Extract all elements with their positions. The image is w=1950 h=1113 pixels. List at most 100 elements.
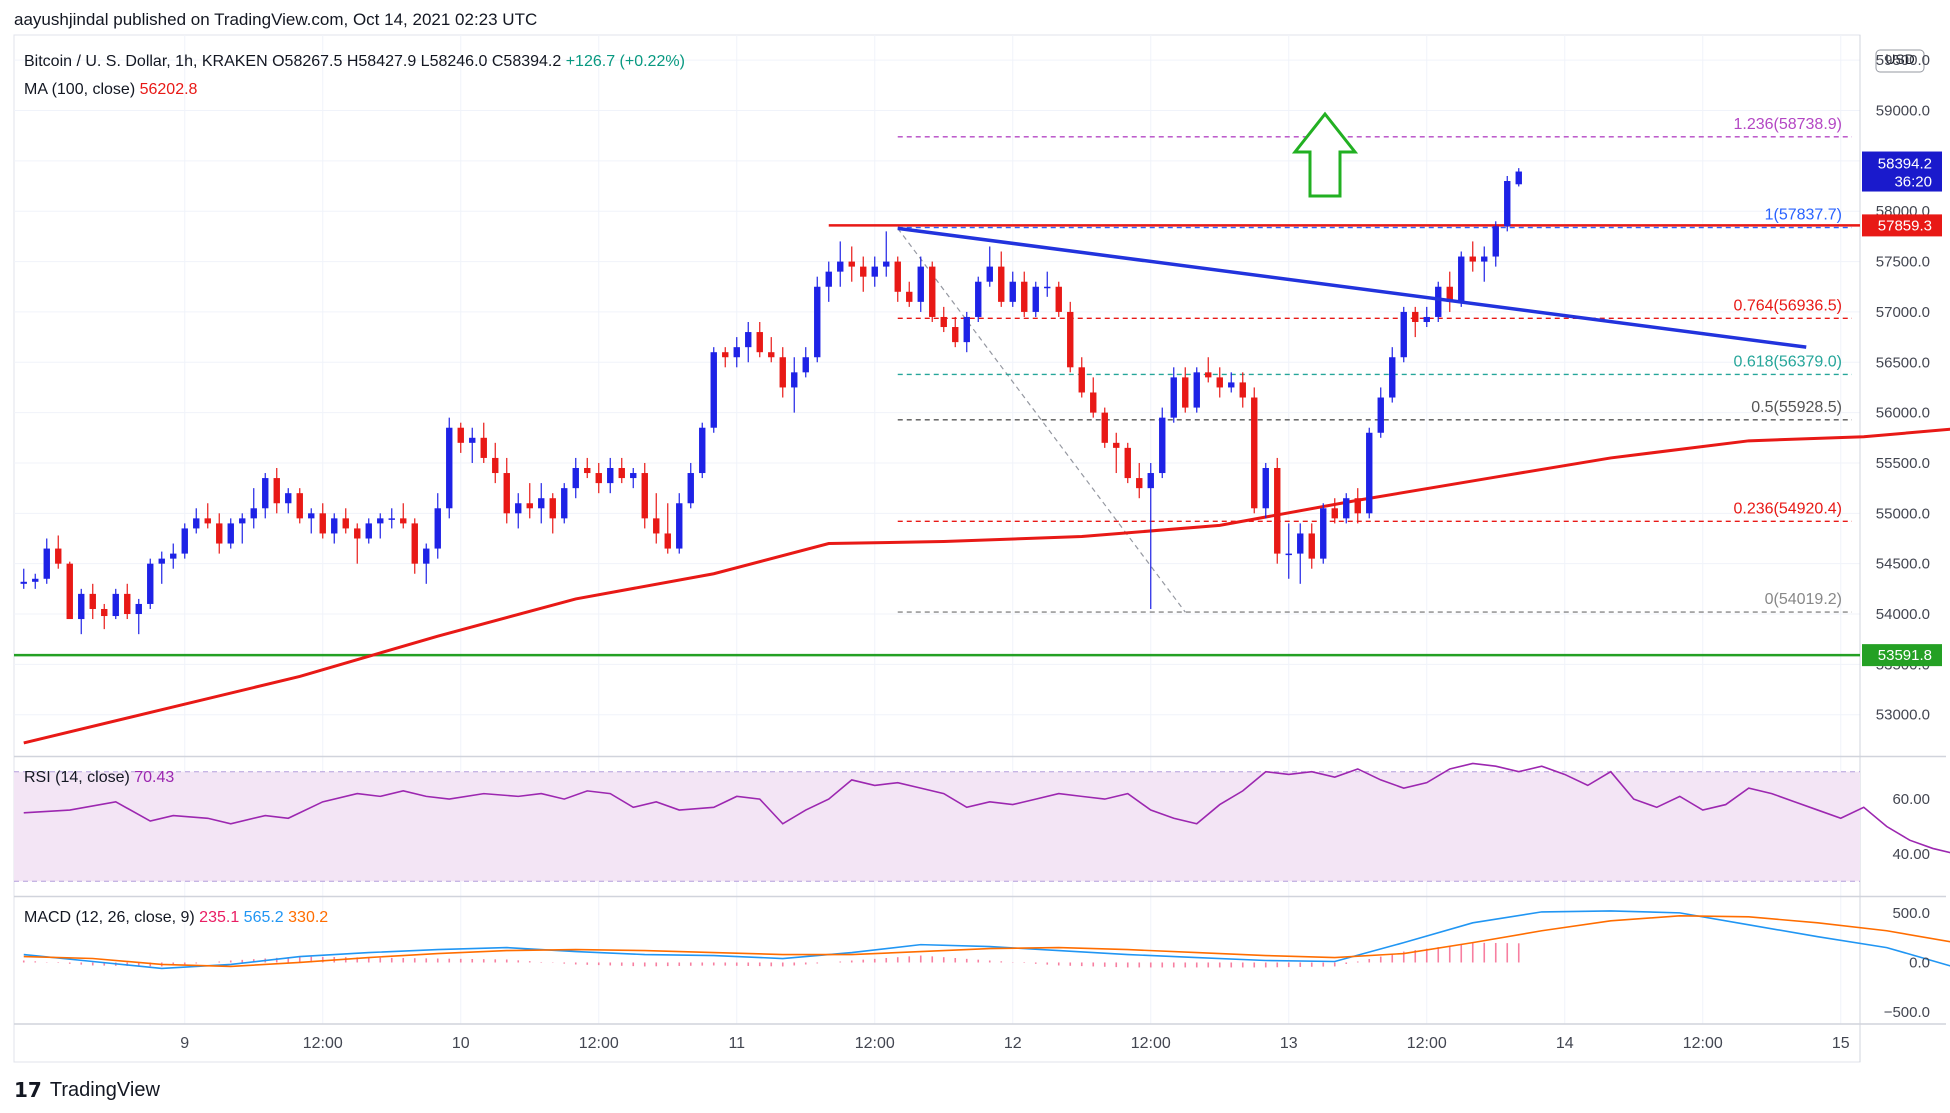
current-price-badge <box>1862 151 1942 192</box>
candle-bearish <box>1412 306 1419 338</box>
candle-body <box>400 518 407 524</box>
candle-body <box>802 357 809 373</box>
candle-bullish <box>986 246 993 287</box>
candle-body <box>66 563 73 620</box>
candle-bullish <box>43 538 50 584</box>
candle-body <box>43 548 50 579</box>
candle-body <box>446 427 453 509</box>
candle-body <box>1320 508 1327 559</box>
candle-body <box>1446 286 1453 302</box>
time-tick-label: 13 <box>1280 1035 1298 1052</box>
candle-body <box>193 518 200 529</box>
candle-body <box>1481 256 1488 262</box>
price-tick-label: 56000.0 <box>1876 405 1930 422</box>
candle-body <box>181 528 188 554</box>
candle-bearish <box>89 583 96 620</box>
tradingview-logo-icon[interactable]: 17 <box>14 1078 42 1102</box>
candle-body <box>1504 181 1511 227</box>
candle-bullish <box>607 457 614 494</box>
candle-bullish <box>825 261 832 302</box>
candle-body <box>1469 256 1476 262</box>
candle-bearish <box>906 281 913 307</box>
candle-bearish <box>342 508 349 534</box>
candle-bullish <box>365 518 372 544</box>
macd-pane[interactable]: −500.0 0.0 500.0 MACD (12, 26, close, 9) 23… <box>22 905 1950 1021</box>
candle-bearish <box>457 422 464 453</box>
candle-bullish <box>434 493 441 559</box>
time-tick-label: 10 <box>452 1035 470 1052</box>
candle-body <box>216 523 223 544</box>
price-axis[interactable]: USD53000.053500.054000.054500.055000.055… <box>1875 49 1930 724</box>
legend-value: C58394.2 <box>487 53 561 70</box>
candle-body <box>1228 382 1235 388</box>
candle-bullish <box>308 508 315 534</box>
candle-bullish <box>239 513 246 544</box>
candle-bearish <box>273 468 280 514</box>
candle-bullish <box>112 588 119 620</box>
candle-body <box>1021 281 1028 312</box>
tradingview-brand[interactable]: TradingView <box>49 1078 160 1101</box>
time-tick-label: 12:00 <box>1683 1035 1723 1052</box>
candle-body <box>848 261 855 267</box>
candle-body <box>411 523 418 564</box>
candle-bullish <box>1515 168 1522 187</box>
candle-body <box>1009 281 1016 302</box>
candle-body <box>538 498 545 509</box>
legend-value: H58427.9 <box>342 53 416 70</box>
candle-body <box>733 347 740 358</box>
candle-bearish <box>641 462 648 529</box>
candle-body <box>1078 367 1085 393</box>
rsi-pane[interactable]: 40.00 60.00 RSI (14, close) 70.43 <box>14 762 1950 882</box>
candle-body <box>1308 533 1315 559</box>
candle-bearish <box>204 503 211 529</box>
candle-bullish <box>1343 493 1350 524</box>
candle-bullish <box>791 357 798 413</box>
candle-bullish <box>250 488 257 529</box>
candle-body <box>1389 357 1396 398</box>
candle-bearish <box>1101 407 1108 448</box>
candle-body <box>664 533 671 549</box>
currency-box[interactable] <box>1875 49 1925 73</box>
rsi-tick-label: 60.00 <box>1892 791 1930 808</box>
candle-bearish <box>411 518 418 574</box>
candle-bearish <box>584 457 591 479</box>
fib-level-label: 1.236(58738.9) <box>1733 116 1842 133</box>
candle-body <box>1170 377 1177 418</box>
candle-body <box>1492 226 1499 257</box>
resistance-price-badge <box>1862 214 1942 237</box>
candle-bullish <box>1262 462 1269 519</box>
candle-bearish <box>1216 367 1223 398</box>
time-tick-label: 12:00 <box>303 1035 343 1052</box>
fib-level-label: 0(54019.2) <box>1765 591 1842 608</box>
legend-value: 565.2 <box>239 909 284 926</box>
candle-bearish <box>768 337 775 363</box>
candle-body <box>480 437 487 458</box>
candle-bearish <box>1021 271 1028 317</box>
candle-bearish <box>549 493 556 534</box>
price-tick-label: 59500.0 <box>1876 52 1930 69</box>
candle-body <box>1251 397 1258 509</box>
candle-bullish <box>1285 523 1292 579</box>
descending-trendline[interactable] <box>897 226 1807 349</box>
time-axis[interactable]: 9 12:00 10 12:00 11 12:00 12 12:00 13 12:00 14 12:0… <box>180 1035 1950 1052</box>
candle-bullish <box>733 337 740 368</box>
time-tick-label: 12:00 <box>855 1035 895 1052</box>
candle-bearish <box>1446 271 1453 312</box>
fib-retracement[interactable]: 1.236(58738.9) 1(57837.7) 0.764(56936.5) 0.… <box>897 116 1852 613</box>
candle-body <box>1412 311 1419 322</box>
candle-bearish <box>940 306 947 333</box>
candle-body <box>1285 553 1292 556</box>
candle-bearish <box>664 503 671 554</box>
time-tick-label: 12 <box>1004 1035 1022 1052</box>
rsi-line <box>23 762 1950 854</box>
candle-bullish <box>572 457 579 499</box>
candle-body <box>285 493 292 504</box>
candle-body <box>618 468 625 479</box>
time-tick-label: 12:00 <box>579 1035 619 1052</box>
candle-bullish <box>1159 407 1166 479</box>
candle-body <box>124 593 131 615</box>
candle-body <box>687 473 694 504</box>
ma-legend: MA (100, close) 56202.8 <box>24 81 198 98</box>
candle-bearish <box>216 513 223 554</box>
